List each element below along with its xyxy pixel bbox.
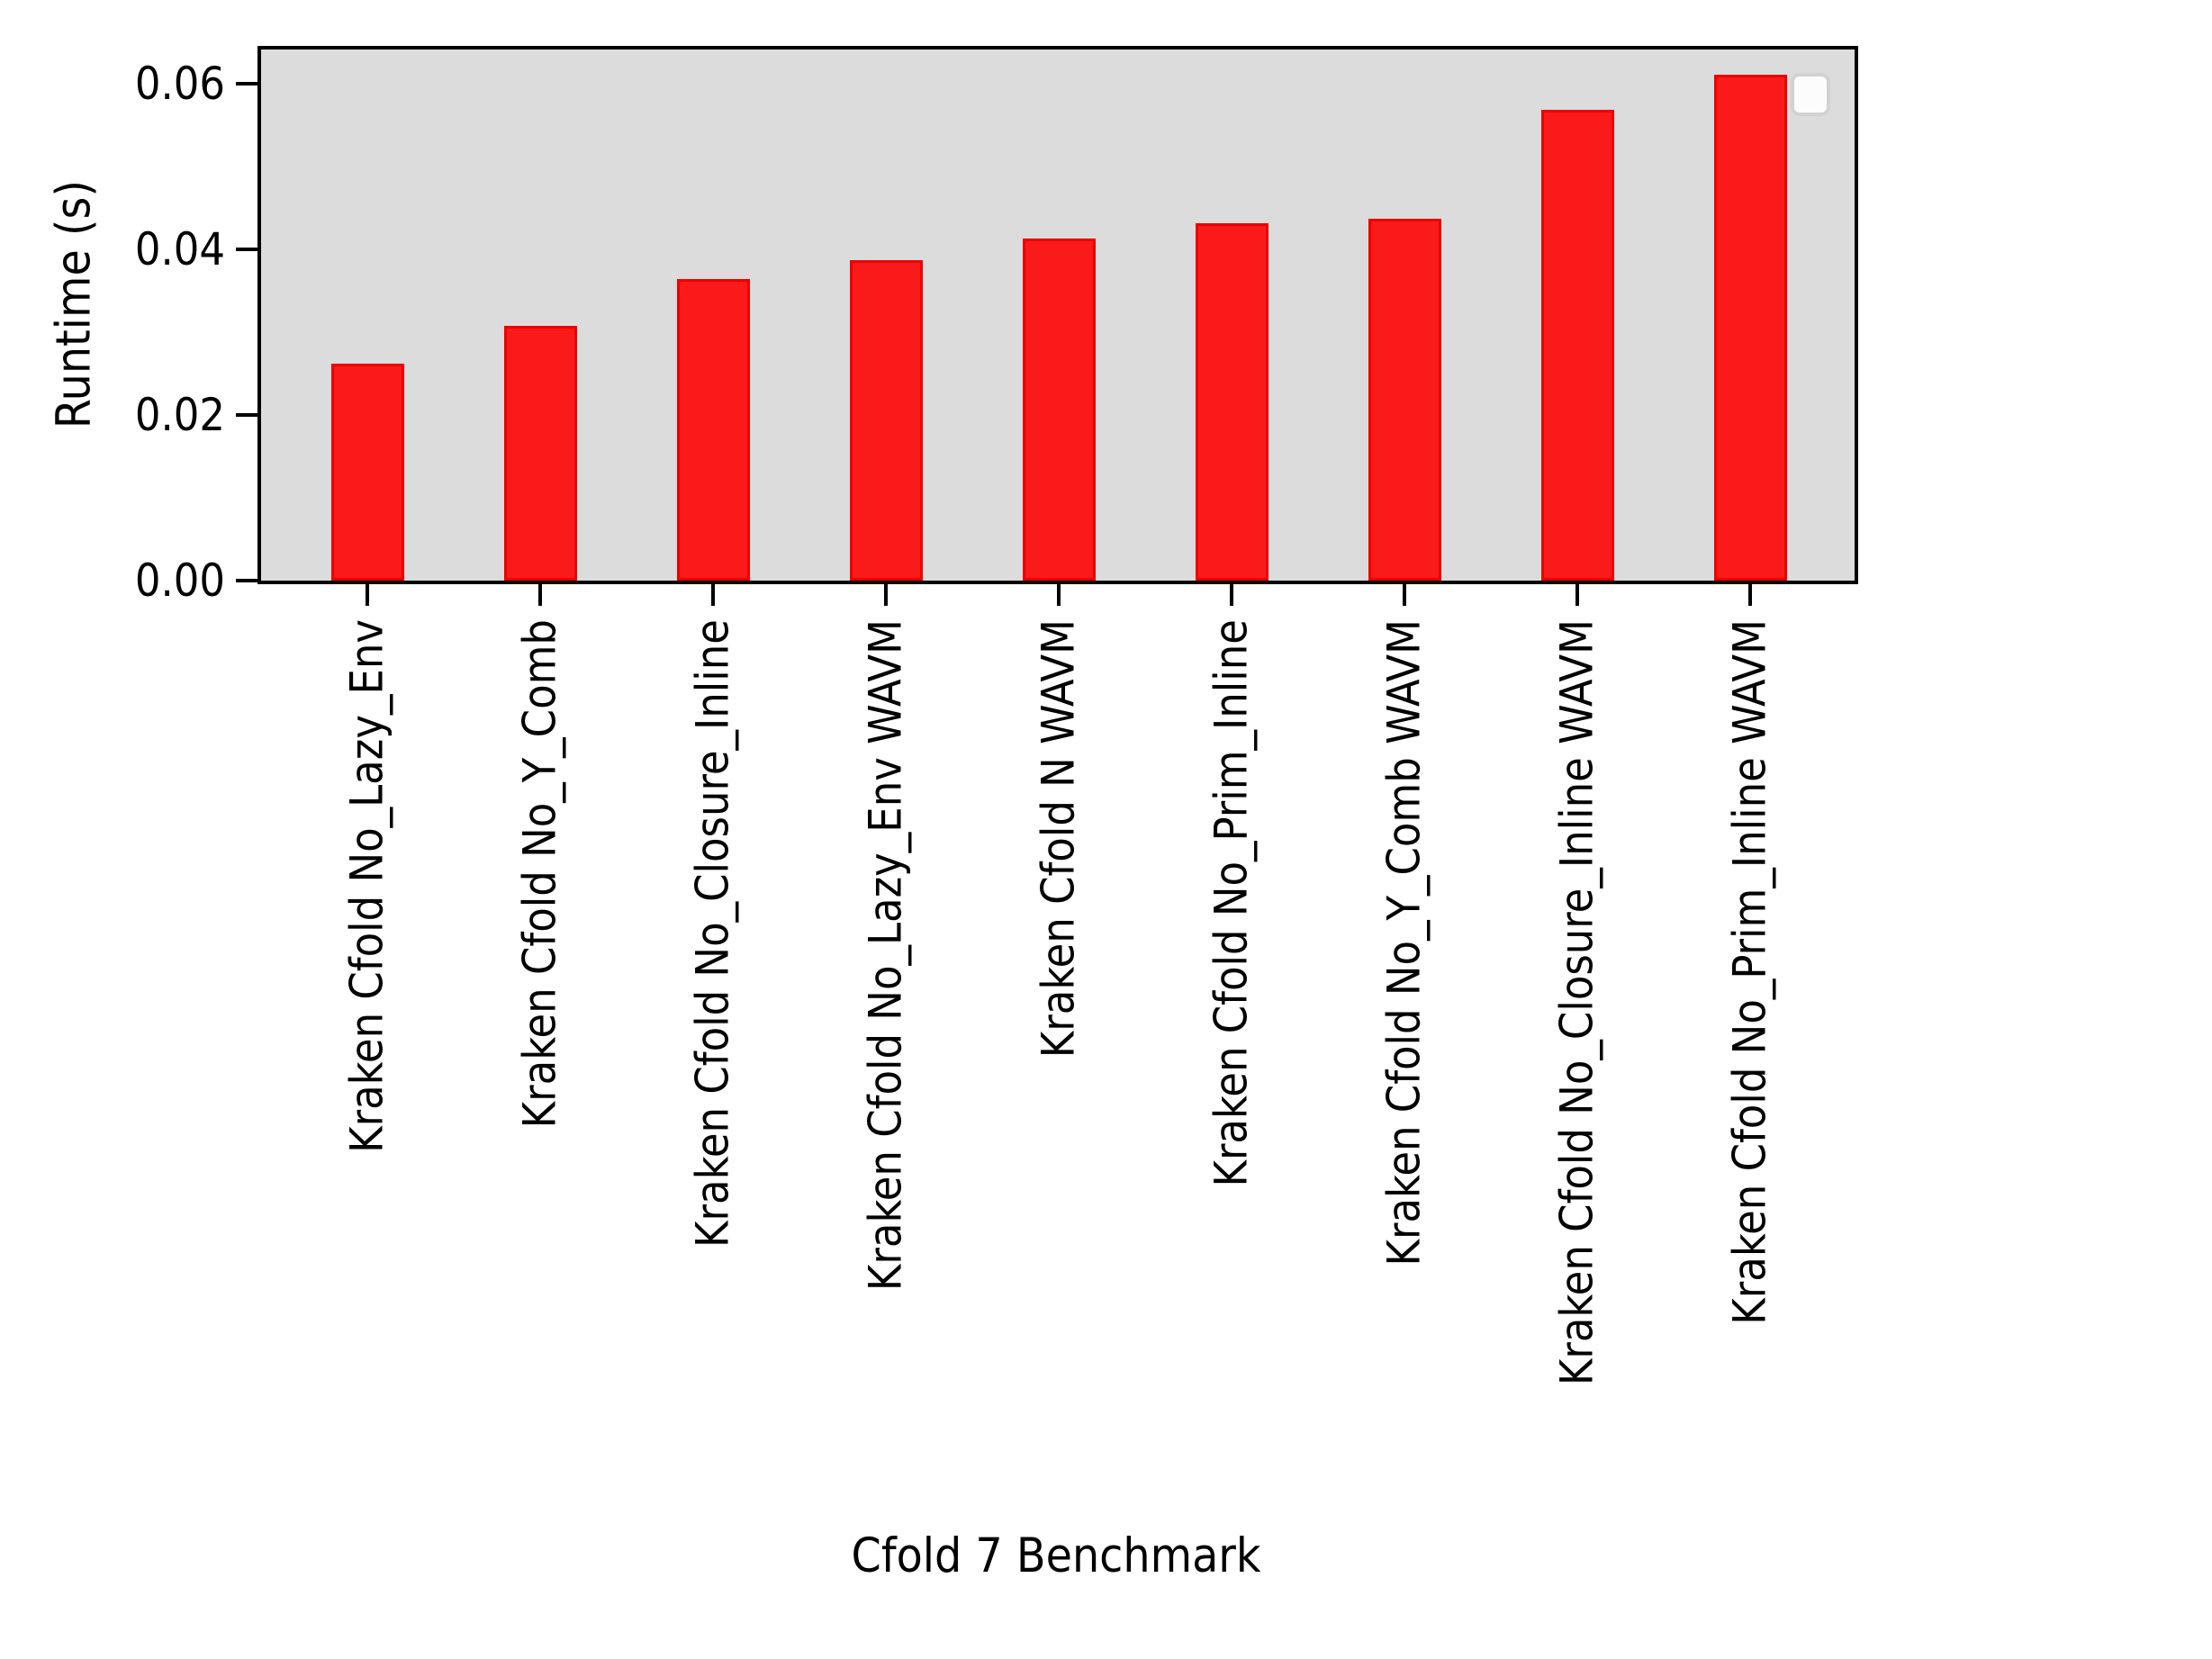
x-category-label-3: Kraken Cfold No_Lazy_Env WAVM: [859, 619, 912, 1292]
bar-7: [1540, 110, 1614, 581]
bar-6: [1368, 219, 1441, 581]
x-category-label-text: Kraken Cfold No_Prim_Inline: [1205, 619, 1258, 1187]
bar-1: [503, 326, 577, 581]
x-category-label-2: Kraken Cfold No_Closure_Inline: [686, 619, 739, 1248]
x-tick-mark: [884, 581, 888, 606]
y-tick-label: 0.02: [134, 388, 225, 441]
x-category-label-0: Kraken Cfold No_Lazy_Env: [340, 619, 393, 1153]
x-category-label-5: Kraken Cfold No_Prim_Inline: [1205, 619, 1258, 1187]
x-category-label-text: Kraken Cfold No_Lazy_Env WAVM: [859, 619, 912, 1292]
x-category-label-8: Kraken Cfold No_Prim_Inline WAVM: [1723, 619, 1776, 1325]
x-tick-mark: [711, 581, 715, 606]
x-tick-mark: [1230, 581, 1233, 606]
x-category-label-text: Kraken Cfold No_Closure_Inline: [686, 619, 739, 1248]
bar-4: [1022, 239, 1096, 581]
bar-8: [1713, 75, 1787, 581]
y-tick-mark: [236, 579, 261, 582]
bar-2: [676, 279, 750, 581]
y-tick-mark: [236, 247, 261, 251]
x-category-label-7: Kraken Cfold No_Closure_Inline WAVM: [1550, 619, 1603, 1386]
x-tick-mark: [538, 581, 542, 606]
x-axis-label: Cfold 7 Benchmark: [851, 1528, 1261, 1583]
x-tick-mark: [1575, 581, 1579, 606]
x-category-label-text: Kraken Cfold No_Y_Comb WAVM: [1377, 619, 1431, 1267]
legend-box: [1791, 73, 1830, 116]
y-tick-mark: [236, 81, 261, 86]
x-category-label-4: Kraken Cfold N WAVM: [1032, 619, 1085, 1059]
y-tick-label: 0.04: [134, 222, 225, 275]
x-category-label-text: Kraken Cfold No_Y_Comb: [513, 619, 566, 1129]
x-category-label-6: Kraken Cfold No_Y_Comb WAVM: [1377, 619, 1431, 1267]
y-tick-label: 0.06: [134, 57, 225, 110]
y-axis-label: Runtime (s): [46, 180, 102, 429]
x-category-label-text: Kraken Cfold No_Prim_Inline WAVM: [1723, 619, 1776, 1325]
x-tick-mark: [1057, 581, 1061, 606]
x-category-label-text: Kraken Cfold N WAVM: [1032, 619, 1085, 1059]
x-category-label-1: Kraken Cfold No_Y_Comb: [513, 619, 566, 1129]
y-tick-mark: [236, 412, 261, 417]
bar-5: [1195, 223, 1269, 581]
y-tick-label: 0.00: [134, 555, 225, 607]
x-tick-mark: [1403, 581, 1406, 606]
y-axis-label-text: Runtime (s): [46, 180, 102, 429]
x-category-label-text: Kraken Cfold No_Lazy_Env: [340, 619, 393, 1153]
bars-layer: [261, 50, 1855, 581]
x-category-label-text: Kraken Cfold No_Closure_Inline WAVM: [1550, 619, 1603, 1386]
x-tick-mark: [366, 581, 369, 606]
x-tick-mark: [1748, 581, 1752, 606]
bar-0: [330, 364, 404, 581]
bar-3: [849, 260, 923, 581]
plot-area: [257, 46, 1858, 584]
